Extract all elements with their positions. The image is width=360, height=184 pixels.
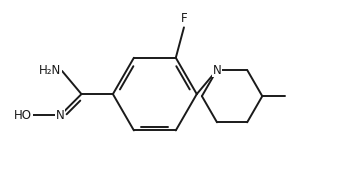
Text: H₂N: H₂N — [39, 64, 61, 77]
Text: N: N — [213, 63, 221, 77]
Text: N: N — [56, 109, 64, 122]
Text: F: F — [181, 12, 187, 25]
Text: HO: HO — [14, 109, 32, 122]
